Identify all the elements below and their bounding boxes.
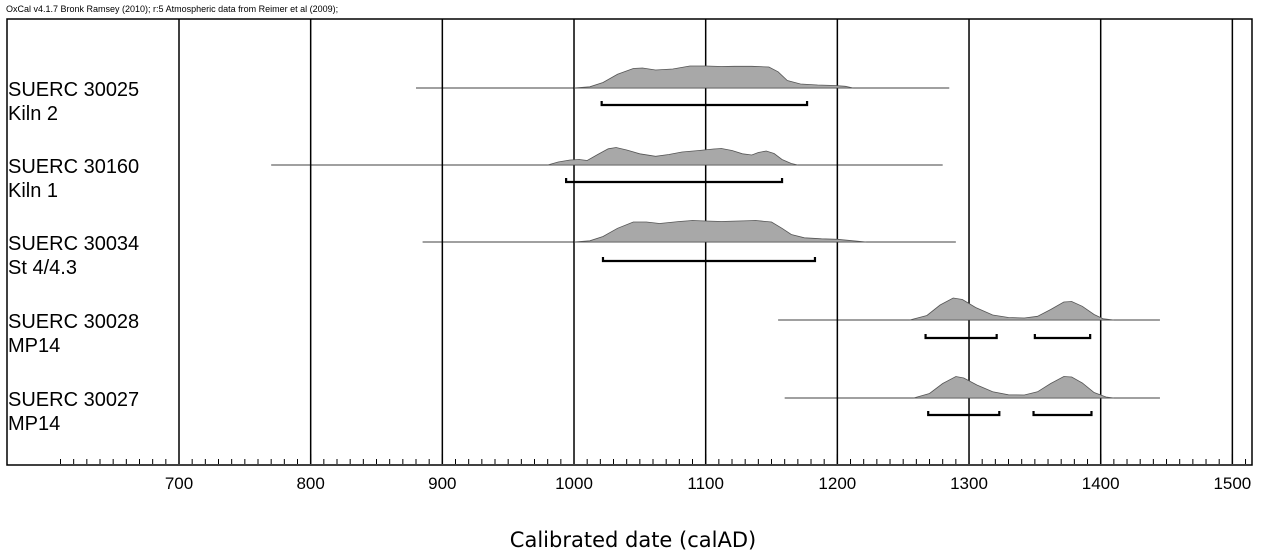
range-bracket — [600, 101, 809, 107]
sample-id-label: SUERC 30025 — [8, 79, 139, 101]
x-axis: 700 800 900 1000 1100 1200 1300 1400 1500 — [59, 454, 1251, 493]
range-bracket — [1033, 334, 1092, 340]
sample-id-label: SUERC 30028 — [8, 311, 139, 333]
sample-context-label: Kiln 2 — [8, 103, 58, 125]
x-tick-label-1000: 1000 — [555, 474, 593, 493]
probability-distribution — [547, 147, 798, 166]
sample-context-label: St 4/4.3 — [8, 257, 77, 279]
x-tick-label-1100: 1100 — [687, 474, 724, 493]
range-bracket — [1032, 411, 1093, 417]
x-tick-label-900: 900 — [428, 474, 456, 493]
sample-context-label: MP14 — [8, 335, 60, 357]
x-tick-label-1200: 1200 — [818, 474, 856, 493]
range-bracket — [565, 178, 784, 184]
plot-frame — [6, 18, 1253, 466]
x-tick-label-1400: 1400 — [1082, 474, 1120, 493]
range-bracket — [927, 411, 1001, 417]
probability-distribution — [909, 297, 1114, 321]
x-axis-title: Calibrated date (calAD) — [510, 528, 756, 552]
x-tick-label-1300: 1300 — [950, 474, 988, 493]
probability-distribution — [573, 65, 854, 89]
range-bracket — [924, 334, 998, 340]
probability-distribution — [913, 376, 1114, 399]
x-tick-label-800: 800 — [296, 474, 324, 493]
sample-context-label: Kiln 1 — [8, 180, 58, 202]
sample-context-label: MP14 — [8, 413, 60, 435]
x-tick-label-700: 700 — [165, 474, 193, 493]
sample-id-label: SUERC 30160 — [8, 156, 139, 178]
sample-id-label: SUERC 30027 — [8, 389, 139, 411]
chart-header: OxCal v4.1.7 Bronk Ramsey (2010); r:5 At… — [6, 4, 338, 14]
sample-id-label: SUERC 30034 — [8, 233, 139, 255]
range-bracket — [601, 257, 817, 263]
probability-distribution — [573, 220, 867, 243]
x-tick-label-1500: 1500 — [1213, 474, 1251, 493]
